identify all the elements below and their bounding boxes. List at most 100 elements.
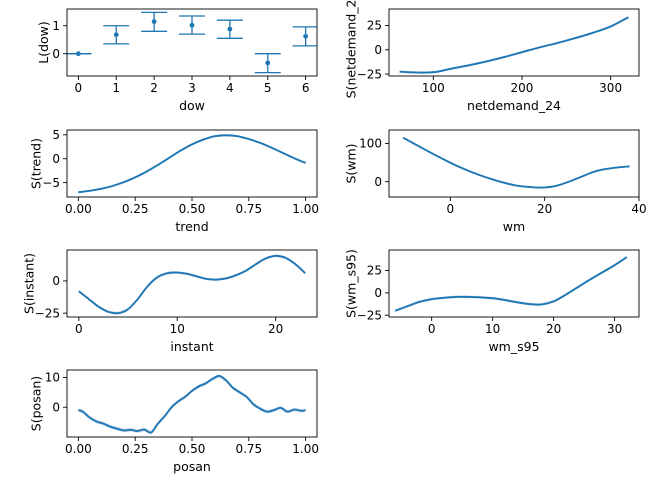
x-tick-label-wm: 20 — [537, 202, 552, 216]
y-tick-label-wm_s95: −25 — [357, 308, 382, 322]
errorbar-dow-0 — [67, 51, 92, 57]
subplot-instant: 0 10 20 −25 0 instant S(instant) — [21, 249, 318, 354]
point-dow-0 — [75, 51, 81, 57]
subplot-wm_s95: 0 10 20 30 −25 0 25 wm_s95 S(wm_s95) — [343, 249, 640, 354]
x-tick-label-wm_s95: 30 — [607, 322, 622, 336]
x-tick-label-wm_s95: 20 — [546, 322, 561, 336]
x-tick-label-netdemand_24: 200 — [511, 81, 534, 95]
x-tick-label-posan: 0.00 — [65, 442, 92, 456]
y-tick-label-wm_s95: 25 — [367, 264, 382, 278]
series-line-netdemand_24 — [399, 16, 629, 74]
point-dow-3 — [189, 22, 195, 28]
y-tick-label-wm: 100 — [359, 137, 382, 151]
errorbar-dow-1 — [103, 25, 130, 45]
x-tick-label-wm: 40 — [631, 202, 646, 216]
axes-frame-trend — [66, 129, 318, 198]
y-axis-label-instant: S(instant) — [21, 253, 36, 314]
plot-area-posan — [78, 374, 306, 435]
point-dow-5 — [265, 60, 271, 66]
axes-frame-posan — [66, 369, 318, 438]
point-dow-4 — [227, 26, 233, 32]
subplot-posan: 0.00 0.25 0.50 0.75 1.00 0 10 posan S(posan) — [29, 369, 319, 474]
confidence-band-wm — [403, 136, 630, 189]
x-axis-label-posan: posan — [173, 459, 211, 474]
y-tick-label-dow: 0 — [52, 47, 60, 61]
x-tick-label-instant: 0 — [75, 322, 83, 336]
subplot-wm: 0 20 40 0 100 wm S(wm) — [343, 129, 647, 234]
y-tick-label-trend: 5 — [52, 128, 60, 142]
x-tick-label-instant: 20 — [268, 322, 283, 336]
series-line-instant — [78, 254, 306, 315]
x-tick-label-dow: 5 — [264, 81, 272, 95]
x-tick-label-wm: 0 — [447, 202, 455, 216]
plot-area-wm — [402, 136, 630, 189]
x-tick-label-dow: 3 — [188, 81, 196, 95]
subplot-dow: 0 1 2 3 4 5 6 0 1 dow L(dow) — [36, 8, 318, 113]
y-axis-label-wm: S(wm) — [343, 143, 358, 183]
y-tick-label-netdemand_24: −25 — [357, 67, 382, 81]
x-tick-label-instant: 10 — [170, 322, 185, 336]
plot-area-netdemand_24 — [399, 16, 629, 74]
x-axis-label-netdemand_24: netdemand_24 — [467, 98, 561, 113]
x-tick-label-trend: 0.50 — [179, 202, 206, 216]
y-tick-label-trend: −5 — [42, 176, 60, 190]
x-tick-label-dow: 4 — [226, 81, 234, 95]
x-tick-label-posan: 0.50 — [179, 442, 206, 456]
point-dow-1 — [113, 32, 119, 38]
subplot-netdemand_24: 100 200 300 −25 0 25 netdemand_24 S(netdemand_2… — [343, 0, 640, 113]
y-tick-label-dow: 1 — [52, 19, 60, 33]
confidence-band-netdemand_24 — [399, 16, 629, 74]
y-tick-label-posan: 0 — [52, 400, 60, 414]
x-tick-label-trend: 1.00 — [292, 202, 319, 216]
x-tick-label-trend: 0.00 — [65, 202, 92, 216]
series-line-trend — [78, 134, 307, 194]
x-tick-label-wm_s95: 0 — [428, 322, 436, 336]
point-dow-2 — [151, 19, 157, 24]
errorbar-dow-3 — [179, 15, 205, 35]
series-line-wm — [402, 136, 630, 189]
x-tick-label-trend: 0.75 — [235, 202, 262, 216]
errorbar-dow-5 — [254, 53, 281, 74]
x-axis-label-wm: wm — [503, 219, 525, 234]
x-tick-label-posan: 0.75 — [235, 442, 262, 456]
x-axis-label-wm_s95: wm_s95 — [488, 339, 539, 354]
y-tick-label-instant: 0 — [52, 274, 60, 288]
plot-area-dow — [67, 11, 317, 74]
confidence-band-posan — [78, 374, 306, 435]
x-tick-label-netdemand_24: 100 — [422, 81, 445, 95]
y-axis-label-posan: S(posan) — [29, 376, 44, 431]
y-tick-label-wm: 0 — [374, 175, 382, 189]
y-axis-label-trend: S(trend) — [29, 138, 44, 189]
series-line-wm_s95 — [394, 256, 628, 312]
x-tick-label-netdemand_24: 300 — [599, 81, 622, 95]
x-axis-label-trend: trend — [175, 219, 208, 234]
x-tick-label-dow: 2 — [150, 81, 158, 95]
x-axis-label-instant: instant — [170, 339, 213, 354]
y-axis-label-dow: L(dow) — [36, 21, 51, 64]
errorbar-dow-4 — [216, 19, 243, 39]
x-tick-label-posan: 1.00 — [292, 442, 319, 456]
series-line-posan — [78, 375, 306, 434]
errorbar-dow-2 — [141, 11, 168, 32]
axes-frame-instant — [66, 249, 318, 318]
subplot-trend: 0.00 0.25 0.50 0.75 1.00 −5 0 5 trend S(trend) — [29, 128, 319, 234]
confidence-band-wm_s95 — [395, 255, 627, 313]
x-axis-label-dow: dow — [179, 98, 205, 113]
confidence-band-trend — [78, 134, 306, 194]
confidence-band-instant — [78, 254, 306, 315]
x-tick-label-wm_s95: 10 — [485, 322, 500, 336]
y-tick-label-instant: −25 — [35, 306, 60, 320]
plot-area-instant — [78, 254, 306, 315]
plot-area-trend — [78, 134, 307, 194]
axes-frame-wm_s95 — [388, 249, 640, 318]
x-tick-label-dow: 6 — [302, 81, 310, 95]
y-tick-label-wm_s95: 0 — [374, 286, 382, 300]
y-tick-label-netdemand_24: 0 — [374, 43, 382, 57]
axes-frame-wm — [388, 129, 640, 198]
x-tick-label-dow: 1 — [112, 81, 120, 95]
y-axis-label-netdemand_24: S(netdemand_24) — [343, 0, 358, 98]
plot-area-wm_s95 — [394, 255, 628, 313]
x-tick-label-dow: 0 — [75, 81, 83, 95]
y-axis-label-wm_s95: S(wm_s95) — [343, 249, 358, 318]
